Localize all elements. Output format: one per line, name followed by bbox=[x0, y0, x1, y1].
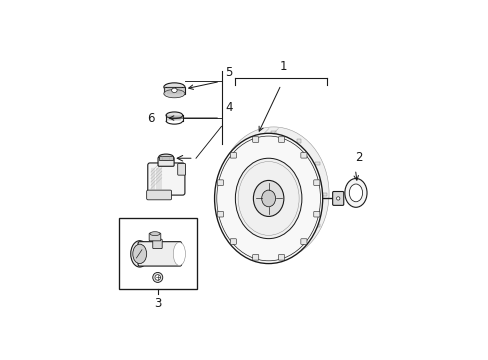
FancyBboxPatch shape bbox=[252, 137, 258, 142]
FancyBboxPatch shape bbox=[252, 255, 258, 260]
FancyBboxPatch shape bbox=[158, 157, 174, 166]
Ellipse shape bbox=[152, 273, 163, 283]
Ellipse shape bbox=[155, 275, 160, 280]
FancyBboxPatch shape bbox=[278, 255, 284, 260]
FancyBboxPatch shape bbox=[146, 190, 171, 200]
FancyBboxPatch shape bbox=[138, 242, 181, 266]
FancyBboxPatch shape bbox=[164, 87, 184, 94]
Ellipse shape bbox=[163, 83, 184, 91]
Bar bbox=[315, 162, 319, 165]
FancyBboxPatch shape bbox=[217, 211, 223, 217]
Ellipse shape bbox=[261, 190, 275, 207]
Bar bbox=[245, 139, 250, 143]
FancyBboxPatch shape bbox=[149, 233, 161, 241]
Text: 5: 5 bbox=[225, 66, 232, 79]
Text: 6: 6 bbox=[147, 112, 154, 125]
FancyBboxPatch shape bbox=[147, 163, 184, 195]
FancyBboxPatch shape bbox=[313, 211, 319, 217]
FancyBboxPatch shape bbox=[152, 239, 162, 249]
Bar bbox=[296, 246, 301, 250]
Ellipse shape bbox=[175, 246, 183, 262]
FancyBboxPatch shape bbox=[300, 239, 306, 244]
Ellipse shape bbox=[166, 112, 183, 118]
FancyBboxPatch shape bbox=[278, 137, 284, 142]
FancyBboxPatch shape bbox=[159, 156, 173, 159]
Ellipse shape bbox=[163, 90, 184, 98]
Bar bbox=[119, 218, 196, 288]
Ellipse shape bbox=[150, 232, 160, 235]
Ellipse shape bbox=[173, 242, 185, 266]
Ellipse shape bbox=[159, 154, 173, 159]
FancyBboxPatch shape bbox=[300, 153, 306, 158]
Ellipse shape bbox=[130, 241, 148, 267]
Bar bbox=[227, 162, 231, 165]
Bar bbox=[271, 131, 275, 134]
Ellipse shape bbox=[218, 127, 328, 260]
Text: 3: 3 bbox=[154, 297, 161, 310]
Bar bbox=[296, 139, 301, 143]
Ellipse shape bbox=[253, 180, 284, 216]
Ellipse shape bbox=[133, 244, 146, 264]
FancyBboxPatch shape bbox=[230, 153, 236, 158]
Ellipse shape bbox=[171, 88, 177, 93]
Bar bbox=[271, 255, 275, 258]
FancyBboxPatch shape bbox=[230, 239, 236, 244]
Circle shape bbox=[336, 197, 339, 200]
Bar bbox=[245, 246, 250, 250]
Bar bbox=[227, 224, 231, 227]
FancyBboxPatch shape bbox=[217, 180, 223, 185]
FancyBboxPatch shape bbox=[177, 163, 185, 175]
Ellipse shape bbox=[348, 184, 362, 202]
FancyBboxPatch shape bbox=[313, 180, 319, 185]
Text: 4: 4 bbox=[225, 101, 232, 114]
Bar bbox=[322, 193, 326, 196]
Ellipse shape bbox=[235, 158, 301, 239]
Bar bbox=[315, 224, 319, 227]
Ellipse shape bbox=[214, 133, 322, 264]
Text: 1: 1 bbox=[280, 60, 287, 73]
FancyBboxPatch shape bbox=[332, 192, 343, 205]
Text: 2: 2 bbox=[355, 151, 362, 164]
Ellipse shape bbox=[344, 179, 366, 207]
Bar bbox=[220, 193, 224, 196]
